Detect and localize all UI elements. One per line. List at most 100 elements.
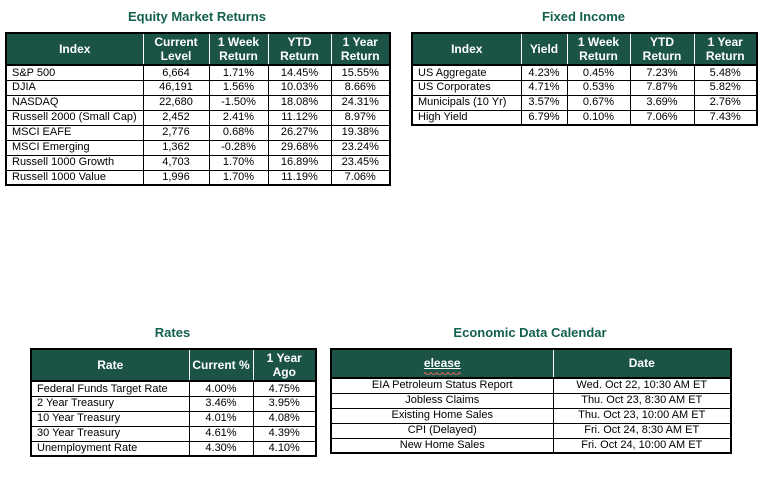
table-cell: 23.24% <box>330 139 391 156</box>
header-row: Index Current Level 1 Week Return YTD Retur… <box>5 32 391 67</box>
table-cell: 4.39% <box>252 425 317 442</box>
table-cell: 4.00% <box>188 380 254 397</box>
column-header: 1 Year Return <box>693 32 758 67</box>
table-cell: Federal Funds Target Rate <box>30 380 190 397</box>
table-cell: 3.69% <box>629 94 695 111</box>
table-cell: 10 Year Treasury <box>30 410 190 427</box>
header-row: Rate Current % 1 Year Ago <box>30 348 317 383</box>
table-cell: MSCI EAFE <box>5 124 144 141</box>
column-header: elease <box>330 348 554 379</box>
table-cell: Thu. Oct 23, 10:00 AM ET <box>552 407 732 424</box>
economic-calendar-section: Economic Data Calendar elease Date EIA Pe… <box>330 324 732 454</box>
table-cell: -1.50% <box>208 94 269 111</box>
table-cell: DJIA <box>5 79 144 96</box>
table-row: Existing Home Sales Thu. Oct 23, 10:00 AM… <box>330 407 732 424</box>
table-row: 10 Year Treasury 4.01% 4.08% <box>30 410 317 427</box>
table-cell: MSCI Emerging <box>5 139 144 156</box>
table-cell: 1.56% <box>208 79 269 96</box>
table-cell: 14.45% <box>267 64 332 81</box>
column-header-label: Current Level <box>154 35 198 64</box>
column-header-label: Index <box>451 42 483 57</box>
economic-calendar-header: elease Date <box>330 348 732 379</box>
column-header: Date <box>552 348 732 379</box>
table-cell: 4.23% <box>520 64 568 81</box>
column-header: Yield <box>520 32 568 67</box>
economic-calendar-title: Economic Data Calendar <box>453 325 607 340</box>
table-cell: Jobless Claims <box>330 392 554 409</box>
table-cell: 5.82% <box>693 79 758 96</box>
table-cell: Thu. Oct 23, 8:30 AM ET <box>552 392 732 409</box>
table-row: Unemployment Rate 4.30% 4.10% <box>30 440 317 457</box>
column-header-label: 1 Week Return <box>217 35 260 64</box>
column-header-label: YTD Return <box>642 35 682 64</box>
table-cell: EIA Petroleum Status Report <box>330 377 554 394</box>
table-cell: High Yield <box>411 109 522 126</box>
table-row: S&P 500 6,664 1.71% 14.45% 15.55% <box>5 64 391 81</box>
table-cell: 1.71% <box>208 64 269 81</box>
table-row: DJIA 46,191 1.56% 10.03% 8.66% <box>5 79 391 96</box>
table-cell: 0.68% <box>208 124 269 141</box>
column-header: Current Level <box>142 32 210 67</box>
table-cell: 4.10% <box>252 440 317 457</box>
rates-table-title: Rates <box>154 325 191 340</box>
table-cell: 2,452 <box>142 109 210 126</box>
table-cell: 18.08% <box>267 94 332 111</box>
table-cell: 0.67% <box>566 94 631 111</box>
table-row: Russell 1000 Growth 4,703 1.70% 16.89% 23.45… <box>5 154 391 171</box>
table-cell: Russell 1000 Value <box>5 169 144 186</box>
column-header: Current % <box>188 348 254 383</box>
table-cell: 46,191 <box>142 79 210 96</box>
table-cell: 2,776 <box>142 124 210 141</box>
table-cell: 19.38% <box>330 124 391 141</box>
table-cell: -0.28% <box>208 139 269 156</box>
rates-table-header: Rate Current % 1 Year Ago <box>30 348 317 383</box>
table-cell: 8.66% <box>330 79 391 96</box>
table-row: US Aggregate 4.23% 0.45% 7.23% 5.48% <box>411 64 758 81</box>
column-header-label: Date <box>628 356 655 371</box>
column-header: Index <box>5 32 144 67</box>
table-cell: 6,664 <box>142 64 210 81</box>
column-header: 1 Year Return <box>330 32 391 67</box>
table-cell: Russell 2000 (Small Cap) <box>5 109 144 126</box>
table-cell: Fri. Oct 24, 10:00 AM ET <box>552 437 732 454</box>
column-header-label: Index <box>59 42 91 57</box>
table-cell: 4.08% <box>252 410 317 427</box>
table-cell: 1.70% <box>208 154 269 171</box>
table-cell: 0.53% <box>566 79 631 96</box>
fixed-income-table: Index Yield 1 Week Return YTD Return 1 Year … <box>411 32 758 127</box>
economic-calendar-table: elease Date EIA Petroleum Status Report We… <box>330 348 732 454</box>
table-cell: 6.79% <box>520 109 568 126</box>
table-cell: 7.87% <box>629 79 695 96</box>
table-cell: 0.10% <box>566 109 631 126</box>
table-cell: 29.68% <box>267 139 332 156</box>
table-cell: Fri. Oct 24, 8:30 AM ET <box>552 422 732 439</box>
table-cell: 8.97% <box>330 109 391 126</box>
column-header: 1 Year Ago <box>252 348 317 383</box>
table-row: Russell 2000 (Small Cap) 2,452 2.41% 11.12%… <box>5 109 391 126</box>
table-cell: S&P 500 <box>5 64 144 81</box>
table-cell: 4.01% <box>188 410 254 427</box>
column-header: 1 Week Return <box>208 32 269 67</box>
fixed-income-table-title: Fixed Income <box>541 9 626 24</box>
column-header: YTD Return <box>629 32 695 67</box>
table-cell: Unemployment Rate <box>30 440 190 457</box>
table-row: Federal Funds Target Rate 4.00% 4.75% <box>30 380 317 397</box>
table-cell: Wed. Oct 22, 10:30 AM ET <box>552 377 732 394</box>
header-row: Index Yield 1 Week Return YTD Return 1 Year … <box>411 32 758 67</box>
equity-table-body: S&P 500 6,664 1.71% 14.45% 15.55% DJIA 46,191 1… <box>5 64 391 186</box>
equity-returns-section: Equity Market Returns Index Current Level… <box>5 8 391 187</box>
table-row: Jobless Claims Thu. Oct 23, 8:30 AM ET <box>330 392 732 409</box>
table-cell: Municipals (10 Yr) <box>411 94 522 111</box>
table-cell: 5.48% <box>693 64 758 81</box>
table-row: 2 Year Treasury 3.46% 3.95% <box>30 395 317 412</box>
table-cell: 7.06% <box>629 109 695 126</box>
table-row: MSCI EAFE 2,776 0.68% 26.27% 19.38% <box>5 124 391 141</box>
table-cell: 11.19% <box>267 169 332 186</box>
column-header-label: 1 Week Return <box>577 35 620 64</box>
economic-calendar-body: EIA Petroleum Status Report Wed. Oct 22, … <box>330 377 732 454</box>
table-cell: New Home Sales <box>330 437 554 454</box>
table-cell: US Corporates <box>411 79 522 96</box>
table-cell: 1,996 <box>142 169 210 186</box>
column-header-label: 1 Year Return <box>340 35 380 64</box>
table-cell: 16.89% <box>267 154 332 171</box>
